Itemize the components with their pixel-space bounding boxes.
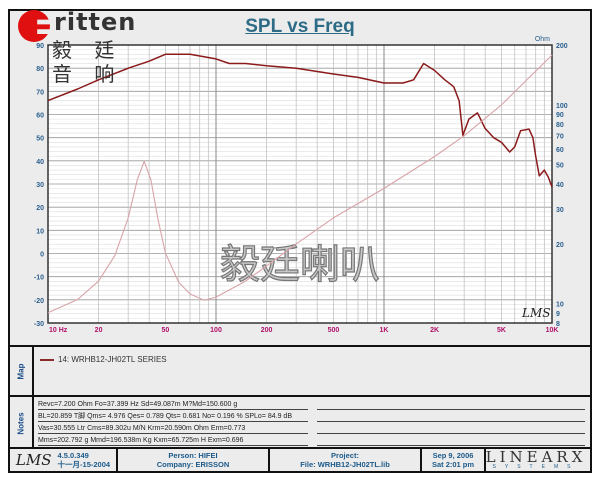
y2-tick-label: 80 [556,122,564,129]
y2-tick-label: 9 [556,311,560,318]
x-tick-label: 5K [497,327,506,334]
footer-person: Person: HIFEI Company: ERISSON [118,449,270,471]
legend-entry: 14: WRHB12-JH02TL SERIES [40,355,167,364]
note-line-2: BL=20.859 T脚 Qms= 4.976 Qes= 0.789 Qts= … [38,412,308,422]
company-logo: ritten 毅 廷 音 响 [14,4,164,86]
plot-border [47,44,553,324]
note-blank [317,400,585,410]
x-tick-label: 200 [261,327,273,334]
y2-tick-label: 20 [556,242,564,249]
version: 4.5.0.349 [57,451,89,460]
y-tick-label: -10 [34,275,44,282]
note-blank [317,424,585,434]
y-tick-label: -20 [34,298,44,305]
note-line-1: Revc=7.200 Ohm Fo=37.399 Hz Sd=49.087m M… [38,400,308,410]
note-blank [317,412,585,422]
x-tick-label: 100 [210,327,222,334]
footer-date: Sep 9, 2006 Sat 2:01 pm [422,449,486,471]
y-tick-label: 70 [36,89,44,96]
y-tick-label: 60 [36,113,44,120]
y-tick-label: 20 [36,205,44,212]
y2-tick-label: 70 [556,134,564,141]
x-tick-label: 50 [162,327,170,334]
watermark: 毅廷喇叭 [220,242,380,288]
y2-tick-label: 8 [556,321,560,328]
y-tick-label: 80 [36,66,44,73]
y-tick-label: 40 [36,159,44,166]
logo-chinese: 毅 廷 音 响 [52,38,123,86]
note-line-4: Mms=202.792 g Mmd=196.538m Kg Kxm=65.725… [38,436,308,446]
y2-tick-label: 200 [556,43,568,50]
y2-tick-label: 60 [556,147,564,154]
date: Sep 9, 2006 [432,451,474,460]
y2-tick-label: 100 [556,103,568,110]
y-tick-label: 50 [36,136,44,143]
note-blank [317,436,585,446]
spl-series-line [47,53,553,188]
legend-text: 14: WRHB12-JH02TL SERIES [58,355,167,364]
x-tick-label: 500 [328,327,340,334]
file: File: WRHB12-JH02TL.lib [300,460,390,469]
x-tick-label: 10K [546,327,559,334]
chart-title: SPL vs Freq [245,16,355,37]
x-tick-label: 10 Hz [49,327,68,334]
y-tick-label: 0 [40,252,44,259]
y2-tick-label: 10 [556,302,564,309]
map-panel: Map 14: WRHB12-JH02TL SERIES [10,345,590,395]
y-tick-label: 10 [36,228,44,235]
legend-swatch [40,358,54,361]
spl-chart: 9080706050403020100-10-20-30200100908070… [25,35,568,334]
footer-project: Project: File: WRHB12-JH02TL.lib [270,449,422,471]
logo-word: ritten [54,8,137,36]
linearx-logo: LINEARX SYSTEMS [485,448,587,471]
y-tick-label: 90 [36,43,44,50]
notes-label: Notes [16,411,26,435]
y2-tick-label: 30 [556,207,564,214]
project: Project: [331,451,359,460]
company: Company: ERISSON [156,460,230,469]
x-tick-label: 1K [380,327,389,334]
person: Person: HIFEI [168,451,218,460]
x-tick-label: 20 [95,327,103,334]
logo-e-mark [18,10,50,42]
y2-tick-label: 50 [556,163,564,170]
y-tick-label: -30 [34,321,44,328]
lms-logo: LMS [15,451,52,469]
footer: LMS 4.5.0.349 十一月-15-2004 Person: HIFEI C… [10,447,590,471]
lms-badge: LMS [521,306,550,320]
x-tick-label: 2K [430,327,439,334]
y2-axis-label: Ohm [535,36,550,43]
build-date: 十一月-15-2004 [57,460,111,469]
map-label: Map [16,363,26,379]
impedance-series-line [47,54,553,314]
y-tick-label: 30 [36,182,44,189]
note-line-3: Vas=30.555 Ltr Cms=89.302u M/N Krm=20.59… [38,424,308,434]
y2-tick-label: 90 [556,112,564,119]
time: Sat 2:01 pm [431,460,475,469]
y2-tick-label: 40 [556,182,564,189]
footer-version: LMS 4.5.0.349 十一月-15-2004 [10,449,118,471]
notes-panel: Notes Revc=7.200 Ohm Fo=37.399 Hz Sd=49.… [10,395,590,449]
